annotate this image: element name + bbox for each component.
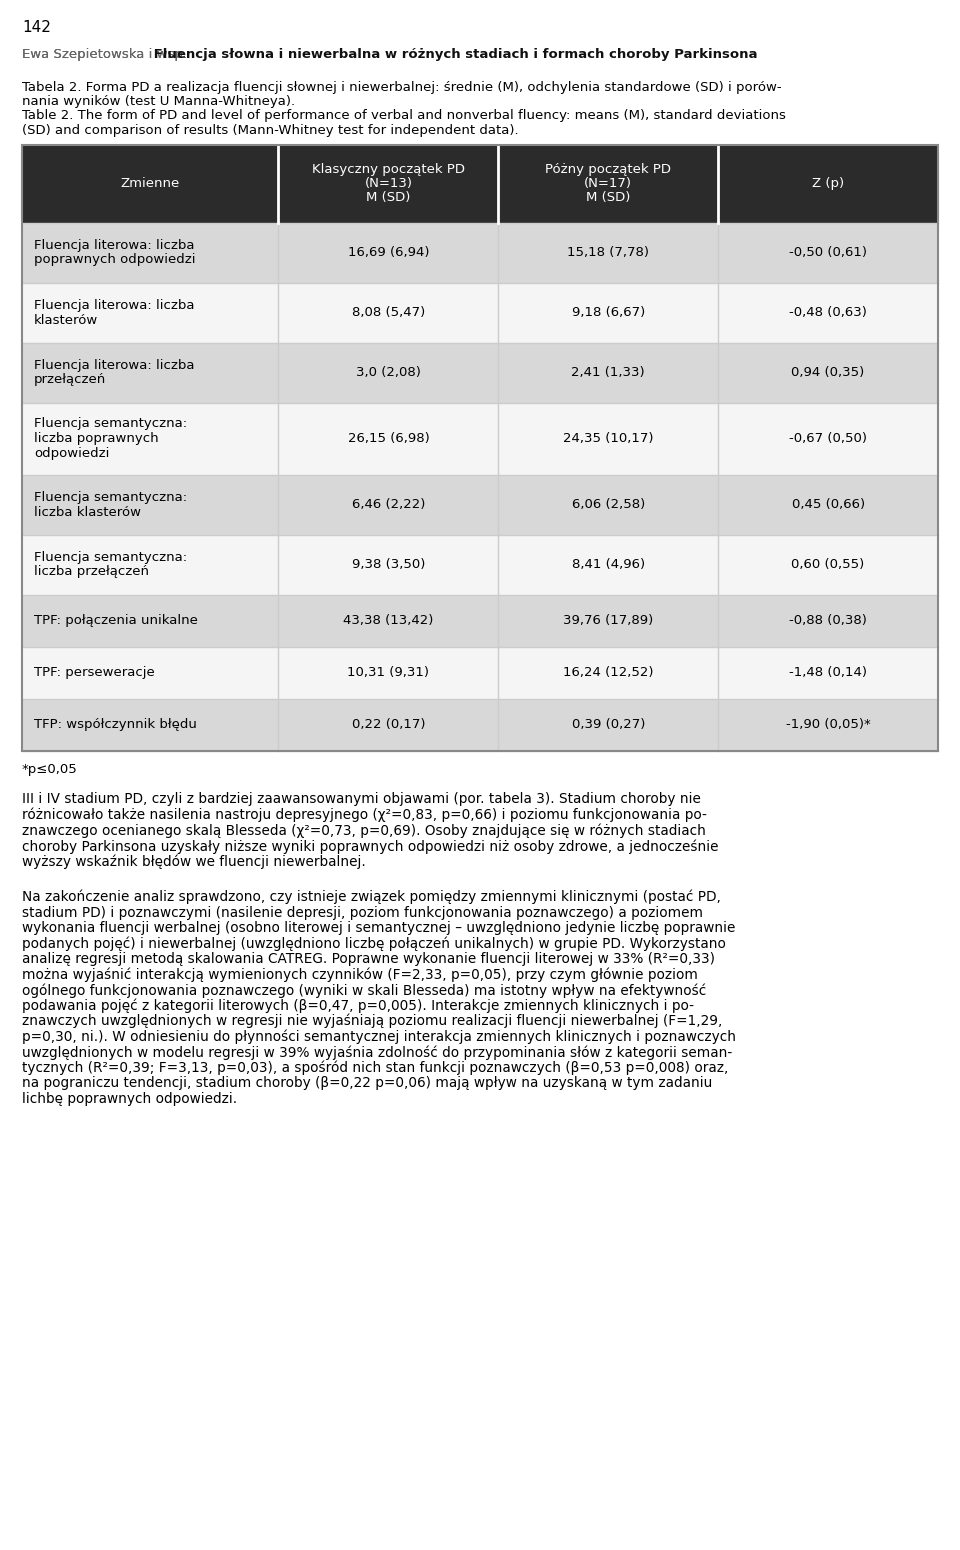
Text: 6,46 (2,22): 6,46 (2,22) <box>351 498 425 512</box>
Text: 9,38 (3,50): 9,38 (3,50) <box>351 558 425 570</box>
Text: choroby Parkinsona uzyskały niższe wyniki poprawnych odpowiedzi niż osoby zdrowe: choroby Parkinsona uzyskały niższe wynik… <box>22 839 718 854</box>
Text: 39,76 (17,89): 39,76 (17,89) <box>564 614 654 628</box>
Text: Fluencja semantyczna:: Fluencja semantyczna: <box>34 490 187 504</box>
Text: Ewa Szepietowska i wsp.: Ewa Szepietowska i wsp. <box>22 48 187 60</box>
Text: Póżny początek PD: Póżny początek PD <box>545 163 671 175</box>
Text: 0,45 (0,66): 0,45 (0,66) <box>791 498 865 512</box>
Text: 2,41 (1,33): 2,41 (1,33) <box>571 366 645 380</box>
Text: Klasyczny początek PD: Klasyczny początek PD <box>312 163 465 175</box>
Text: -0,50 (0,61): -0,50 (0,61) <box>789 246 867 259</box>
Text: 26,15 (6,98): 26,15 (6,98) <box>348 432 429 445</box>
Text: -0,67 (0,50): -0,67 (0,50) <box>789 432 867 445</box>
Text: p=0,30, ni.). W odniesieniu do płynności semantycznej interakcja zmiennych klini: p=0,30, ni.). W odniesieniu do płynności… <box>22 1029 736 1045</box>
Text: Fluencja literowa: liczba: Fluencja literowa: liczba <box>34 358 195 372</box>
Text: ogólnego funkcjonowania poznawczego (wyniki w skali Blesseda) ma istotny wpływ n: ogólnego funkcjonowania poznawczego (wyn… <box>22 983 707 998</box>
Text: wyższy wskaźnik błędów we fluencji niewerbalnej.: wyższy wskaźnik błędów we fluencji niewe… <box>22 854 366 870</box>
Text: M (SD): M (SD) <box>586 192 631 205</box>
Bar <box>22 144 938 750</box>
Text: -0,48 (0,63): -0,48 (0,63) <box>789 305 867 319</box>
Text: 16,69 (6,94): 16,69 (6,94) <box>348 246 429 259</box>
Text: -0,88 (0,38): -0,88 (0,38) <box>789 614 867 628</box>
Text: na pograniczu tendencji, stadium choroby (β=0,22 p=0,06) mają wpływ na uzyskaną : na pograniczu tendencji, stadium choroby… <box>22 1076 712 1090</box>
Text: 8,41 (4,96): 8,41 (4,96) <box>571 558 645 570</box>
Text: 0,39 (0,27): 0,39 (0,27) <box>571 718 645 732</box>
Text: 6,06 (2,58): 6,06 (2,58) <box>571 498 645 512</box>
Text: Na zakończenie analiz sprawdzono, czy istnieje związek pomiędzy zmiennymi klinic: Na zakończenie analiz sprawdzono, czy is… <box>22 890 721 905</box>
Bar <box>22 595 938 646</box>
Bar <box>22 343 938 403</box>
Text: liczba przełączeń: liczba przełączeń <box>34 566 149 578</box>
Text: 16,24 (12,52): 16,24 (12,52) <box>563 666 654 679</box>
Text: Fluencja literowa: liczba: Fluencja literowa: liczba <box>34 299 195 312</box>
Bar <box>22 403 938 474</box>
Text: znawczych uwzględnionych w regresji nie wyjaśniają poziomu realizacji fluencji n: znawczych uwzględnionych w regresji nie … <box>22 1014 722 1029</box>
Text: Ewa Szepietowska i wsp.: Ewa Szepietowska i wsp. <box>22 48 187 60</box>
Text: podawania pojęć z kategorii literowych (β=0,47, p=0,005). Interakcje zmiennych k: podawania pojęć z kategorii literowych (… <box>22 998 694 1014</box>
Text: klasterów: klasterów <box>34 313 98 327</box>
Bar <box>22 646 938 699</box>
Text: Fluencja literowa: liczba: Fluencja literowa: liczba <box>34 239 195 251</box>
Text: Ewa Szepietowska i wsp. Fluencja słowna i niewerbalna w różnych stadiach i forma: Ewa Szepietowska i wsp. Fluencja słowna … <box>22 48 727 60</box>
Text: tycznych (R²=0,39; F=3,13, p=0,03), a spośród nich stan funkcji poznawczych (β=0: tycznych (R²=0,39; F=3,13, p=0,03), a sp… <box>22 1060 729 1076</box>
Bar <box>22 144 938 223</box>
Text: -1,90 (0,05)*: -1,90 (0,05)* <box>785 718 871 732</box>
Text: podanych pojęć) i niewerbalnej (uwzględniono liczbę połączeń unikalnych) w grupi: podanych pojęć) i niewerbalnej (uwzględn… <box>22 936 726 952</box>
Text: analizę regresji metodą skalowania CATREG. Poprawne wykonanie fluencji literowej: analizę regresji metodą skalowania CATRE… <box>22 952 715 966</box>
Text: można wyjaśnić interakcją wymienionych czynników (F=2,33, p=0,05), przy czym głó: można wyjaśnić interakcją wymienionych c… <box>22 967 698 983</box>
Text: przełączeń: przełączeń <box>34 374 107 386</box>
Text: lichbę poprawnych odpowiedzi.: lichbę poprawnych odpowiedzi. <box>22 1091 237 1105</box>
Text: Tabela 2. Forma PD a realizacja fluencji słownej i niewerbalnej: średnie (M), od: Tabela 2. Forma PD a realizacja fluencji… <box>22 81 781 93</box>
Text: TFP: współczynnik błędu: TFP: współczynnik błędu <box>34 718 197 732</box>
Text: Fluencja semantyczna:: Fluencja semantyczna: <box>34 550 187 564</box>
Text: uwzględnionych w modelu regresji w 39% wyjaśnia zdolność do przypominania słów z: uwzględnionych w modelu regresji w 39% w… <box>22 1045 732 1060</box>
Text: (SD) and comparison of results (Mann-Whitney test for independent data).: (SD) and comparison of results (Mann-Whi… <box>22 124 518 136</box>
Text: 43,38 (13,42): 43,38 (13,42) <box>344 614 434 628</box>
Text: 10,31 (9,31): 10,31 (9,31) <box>348 666 429 679</box>
Bar <box>22 474 938 535</box>
Bar <box>22 699 938 750</box>
Text: (N=13): (N=13) <box>365 177 413 191</box>
Bar <box>22 535 938 595</box>
Text: 3,0 (2,08): 3,0 (2,08) <box>356 366 420 380</box>
Text: 15,18 (7,78): 15,18 (7,78) <box>567 246 649 259</box>
Text: Zmienne: Zmienne <box>121 177 180 191</box>
Text: Z (p): Z (p) <box>812 177 844 191</box>
Text: Fluencja słowna i niewerbalna w różnych stadiach i formach choroby Parkinsona: Fluencja słowna i niewerbalna w różnych … <box>149 48 757 60</box>
Text: liczba klasterów: liczba klasterów <box>34 505 141 519</box>
Text: nania wyników (test U Manna-Whitneya).: nania wyników (test U Manna-Whitneya). <box>22 95 295 109</box>
Text: III i IV stadium PD, czyli z bardziej zaawansowanymi objawami (por. tabela 3). S: III i IV stadium PD, czyli z bardziej za… <box>22 792 701 806</box>
Text: Fluencja semantyczna:: Fluencja semantyczna: <box>34 417 187 429</box>
Text: stadium PD) i poznawczymi (nasilenie depresji, poziom funkcjonowania poznawczego: stadium PD) i poznawczymi (nasilenie dep… <box>22 905 703 919</box>
Text: -1,48 (0,14): -1,48 (0,14) <box>789 666 867 679</box>
Text: *p≤0,05: *p≤0,05 <box>22 763 78 775</box>
Text: znawczego ocenianego skalą Blesseda (χ²=0,73, p=0,69). Osoby znajdujące się w ró: znawczego ocenianego skalą Blesseda (χ²=… <box>22 823 706 839</box>
Text: odpowiedzi: odpowiedzi <box>34 446 109 460</box>
Text: 0,22 (0,17): 0,22 (0,17) <box>351 718 425 732</box>
Text: TPF: połączenia unikalne: TPF: połączenia unikalne <box>34 614 198 628</box>
Text: wykonania fluencji werbalnej (osobno literowej i semantycznej – uwzględniono jed: wykonania fluencji werbalnej (osobno lit… <box>22 921 735 935</box>
Text: liczba poprawnych: liczba poprawnych <box>34 432 158 445</box>
Text: różnicowało także nasilenia nastroju depresyjnego (χ²=0,83, p=0,66) i poziomu fu: różnicowało także nasilenia nastroju dep… <box>22 808 707 823</box>
Text: 8,08 (5,47): 8,08 (5,47) <box>351 305 425 319</box>
Text: 24,35 (10,17): 24,35 (10,17) <box>563 432 654 445</box>
Bar <box>22 282 938 343</box>
Bar <box>22 223 938 282</box>
Text: 9,18 (6,67): 9,18 (6,67) <box>571 305 645 319</box>
Text: 142: 142 <box>22 20 51 36</box>
Text: (N=17): (N=17) <box>585 177 633 191</box>
Text: Table 2. The form of PD and level of performance of verbal and nonverbal fluency: Table 2. The form of PD and level of per… <box>22 110 786 122</box>
Text: 0,94 (0,35): 0,94 (0,35) <box>791 366 865 380</box>
Text: TPF: perseweracje: TPF: perseweracje <box>34 666 155 679</box>
Text: poprawnych odpowiedzi: poprawnych odpowiedzi <box>34 254 196 267</box>
Text: 0,60 (0,55): 0,60 (0,55) <box>791 558 865 570</box>
Text: M (SD): M (SD) <box>366 192 411 205</box>
